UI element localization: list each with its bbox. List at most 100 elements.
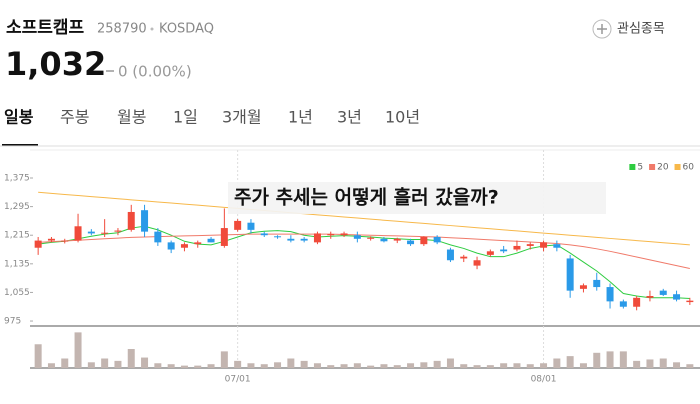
x-tick-label: 08/01	[531, 375, 557, 385]
annotation: 주가 추세는 어떻게 흘러 갔을까?	[234, 186, 499, 209]
volume-bar	[673, 362, 681, 368]
volume-bar	[486, 365, 494, 368]
candle-body	[141, 210, 149, 232]
tab[interactable]: 1년	[288, 108, 313, 127]
candle-body	[220, 228, 228, 246]
legend-swatch	[674, 164, 681, 170]
volume-bar	[194, 365, 202, 368]
candle-body	[433, 237, 441, 243]
candle-body	[420, 237, 428, 245]
candle-body	[247, 222, 255, 230]
volume-bar	[127, 349, 135, 368]
volume-bar	[220, 351, 228, 368]
volume-bar	[327, 365, 335, 368]
candle-body	[180, 244, 188, 248]
legend-label: 60	[683, 163, 695, 173]
volume-bar	[540, 363, 548, 368]
volume-bar	[686, 364, 694, 368]
candle-body	[353, 235, 361, 239]
volume-bar	[167, 364, 175, 368]
candle-body	[34, 240, 42, 248]
y-tick-label: 1,055	[4, 288, 30, 298]
candle-body	[393, 238, 401, 241]
plot: 975 1,055 1,135 1,215 1,295 1,375 07/01 08/01 60…	[4, 150, 694, 385]
candle-body	[500, 249, 508, 252]
volume-bar	[553, 358, 561, 368]
volume-bar	[300, 360, 308, 368]
volume-bar	[61, 358, 69, 368]
volume-bar	[353, 363, 361, 368]
candle-body	[513, 245, 521, 250]
volume-bar	[407, 363, 415, 368]
volume-bar	[619, 351, 627, 368]
watch-label: 관심종목	[617, 22, 665, 37]
candle-body	[593, 279, 601, 288]
market: KOSDAQ	[159, 22, 214, 37]
tab[interactable]: 3개월	[222, 108, 262, 127]
watch-button[interactable]: 관심종목	[592, 19, 665, 39]
tab[interactable]: 10년	[385, 108, 420, 127]
volume-bar	[260, 364, 268, 368]
volume-bar	[446, 358, 454, 368]
tab[interactable]: 1일	[173, 108, 198, 127]
y-tick-label: 975	[4, 317, 21, 327]
y-tick-label: 1,295	[4, 202, 30, 212]
plus-sign	[597, 24, 607, 34]
volume-bar	[47, 363, 55, 368]
candle-body	[114, 230, 122, 232]
candle-body	[619, 301, 627, 307]
annotation-box	[228, 182, 606, 214]
volume-bar	[526, 364, 534, 368]
tab[interactable]: 월봉	[117, 108, 146, 127]
volume-bar	[473, 365, 481, 368]
volume-bar	[433, 360, 441, 368]
candle-body	[367, 237, 375, 239]
volume-bar	[420, 362, 428, 368]
volume-bar	[566, 356, 574, 368]
volume-bar	[74, 332, 82, 368]
change: 0 (0.00%)	[118, 63, 192, 81]
plus-icon	[592, 19, 612, 39]
candle-body	[340, 233, 348, 236]
candle-body	[167, 242, 175, 250]
candle-body	[633, 297, 641, 307]
volume-bar	[141, 357, 149, 368]
volume-bar	[579, 363, 587, 368]
candle-body	[274, 236, 282, 238]
ma-line	[38, 191, 690, 246]
volume-bar	[340, 364, 348, 368]
volume-bar	[207, 364, 215, 368]
candle-body	[460, 256, 468, 259]
tab[interactable]: 주봉	[60, 108, 89, 127]
candle-body	[380, 238, 388, 242]
candle-body	[486, 251, 494, 255]
volume-bar	[380, 364, 388, 368]
candle-body	[686, 300, 694, 303]
candle-body	[194, 242, 202, 245]
legend-swatch	[649, 164, 656, 170]
candle-body	[127, 211, 135, 230]
volume-bar	[460, 364, 468, 368]
candle-body	[300, 238, 308, 241]
ma-line	[38, 233, 690, 269]
volume-bar	[247, 363, 255, 368]
candle-body	[74, 226, 82, 241]
volume-bar	[34, 344, 42, 368]
y-tick-label: 1,215	[4, 231, 30, 241]
tab[interactable]: 일봉	[4, 108, 34, 127]
y-tick-label: 1,375	[4, 174, 30, 184]
candle-body	[579, 285, 587, 289]
volume-bar	[180, 365, 188, 368]
volume-bar	[633, 360, 641, 368]
candle-body	[47, 238, 55, 241]
candle-body	[61, 240, 69, 242]
volume-bar	[367, 365, 375, 368]
volume-bar	[393, 365, 401, 368]
separator-dot	[150, 27, 154, 31]
candle-body	[553, 244, 561, 248]
candle-body	[673, 294, 681, 300]
candle-body	[446, 249, 454, 261]
volume-bar	[593, 352, 601, 368]
tab[interactable]: 3년	[337, 108, 362, 127]
